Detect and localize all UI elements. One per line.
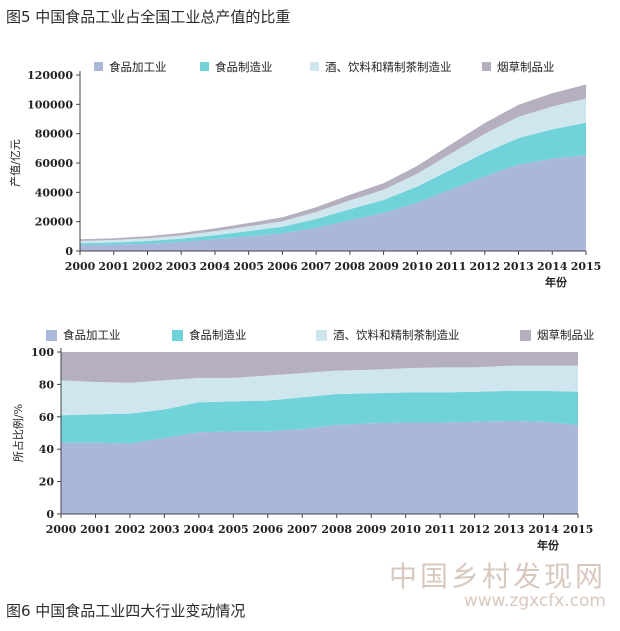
- y-tick-label: 40: [39, 443, 55, 456]
- x-tick-label: 2015: [563, 523, 594, 536]
- x-tick-label: 2013: [494, 523, 525, 536]
- y-tick-label: 100: [31, 346, 54, 359]
- legend: 食品加工业 食品制造业 酒、饮料和精制茶制造业 烟草制品业: [94, 60, 555, 74]
- legend-label: 酒、饮料和精制茶制造业: [333, 328, 460, 342]
- x-tick-label: 2004: [200, 260, 231, 273]
- legend-swatch: [200, 62, 209, 71]
- area-series-2: [61, 390, 578, 444]
- x-tick-label: 2008: [321, 523, 352, 536]
- x-tick-label: 2005: [233, 260, 264, 273]
- legend-label: 食品制造业: [215, 60, 273, 74]
- legend-label: 酒、饮料和精制茶制造业: [325, 60, 452, 74]
- x-tick-label: 2015: [571, 260, 602, 273]
- y-tick-label: 20: [39, 476, 55, 489]
- x-tick-label: 2011: [425, 523, 456, 536]
- area-series-4: [61, 352, 578, 383]
- area-series-3: [80, 98, 586, 244]
- x-tick-label: 2003: [166, 260, 197, 273]
- x-tick-label: 2009: [356, 523, 387, 536]
- legend-swatch: [482, 62, 491, 71]
- y-tick-label: 0: [65, 245, 73, 258]
- legend-label: 食品加工业: [109, 60, 167, 74]
- x-tick-label: 2001: [98, 260, 129, 273]
- y-tick-label: 0: [46, 508, 54, 521]
- x-tick-label: 2008: [335, 260, 366, 273]
- x-tick-label: 2004: [184, 523, 215, 536]
- legend-swatch: [520, 330, 531, 341]
- share-percentage-chart: 食品加工业 食品制造业 酒、饮料和精制茶制造业 烟草制品业 0 20 40 60 80 100 20…: [0, 318, 620, 576]
- x-tick-label: 2014: [537, 260, 568, 273]
- watermark-url: www.zgxcfx.com: [463, 591, 606, 611]
- x-tick-label: 2010: [402, 260, 433, 273]
- legend-swatch: [316, 330, 327, 341]
- output-value-chart-svg: 食品加工业 食品制造业 酒、饮料和精制茶制造业 烟草制品业 0 20000 40000 600…: [8, 60, 602, 289]
- legend-swatch: [94, 62, 103, 71]
- x-tick-label: 2007: [301, 260, 332, 273]
- area-series-1: [80, 154, 586, 251]
- x-axis-title: 年份: [537, 538, 560, 552]
- x-tick-label: 2010: [390, 523, 421, 536]
- x-tick-label: 2012: [459, 523, 490, 536]
- legend-label: 烟草制品业: [497, 60, 555, 74]
- y-axis-title: 产值/亿元: [8, 139, 22, 187]
- legend-label: 食品加工业: [63, 328, 121, 342]
- watermark: 中国乡村发现网 www.zgxcfx.com: [389, 555, 606, 611]
- y-tick-label: 60000: [35, 157, 74, 170]
- legend-label: 食品制造业: [189, 328, 247, 342]
- y-tick-label: 80: [39, 378, 55, 391]
- chart-caption-top: 图5 中国食品工业占全国工业总产值的比重: [6, 8, 291, 26]
- x-tick-label: 2000: [46, 523, 77, 536]
- x-tick-label: 2006: [267, 260, 298, 273]
- area-series-2: [80, 122, 586, 246]
- y-tick-label: 20000: [35, 216, 74, 229]
- x-tick-label: 2000: [65, 260, 96, 273]
- x-tick-label: 2003: [149, 523, 180, 536]
- y-axis-title: 所占比例/%: [11, 404, 25, 462]
- legend-label: 烟草制品业: [537, 328, 595, 342]
- chart-caption-bottom: 图6 中国食品工业四大行业变动情况: [6, 602, 246, 620]
- x-tick-label: 2012: [469, 260, 500, 273]
- x-tick-label: 2007: [287, 523, 318, 536]
- x-axis-title: 年份: [545, 275, 568, 289]
- y-tick-label: 80000: [35, 128, 74, 141]
- legend: 食品加工业 食品制造业 酒、饮料和精制茶制造业 烟草制品业: [46, 328, 595, 342]
- x-tick-label: 2009: [368, 260, 399, 273]
- x-tick-label: 2005: [218, 523, 249, 536]
- legend-swatch: [46, 330, 57, 341]
- x-tick-label: 2013: [503, 260, 534, 273]
- x-tick-label: 2002: [132, 260, 163, 273]
- x-tick-label: 2006: [252, 523, 283, 536]
- x-tick-label: 2001: [80, 523, 111, 536]
- area-series-1: [61, 420, 578, 514]
- y-tick-label: 120000: [27, 69, 73, 82]
- y-tick-label: 100000: [27, 98, 73, 111]
- share-percentage-chart-svg: 食品加工业 食品制造业 酒、饮料和精制茶制造业 烟草制品业 0 20 40 60 80 100 20…: [11, 328, 595, 552]
- area-series-4: [80, 84, 586, 241]
- x-tick-label: 2014: [528, 523, 559, 536]
- y-tick-label: 40000: [35, 186, 74, 199]
- legend-swatch: [310, 62, 319, 71]
- output-value-chart: 食品加工业 食品制造业 酒、饮料和精制茶制造业 烟草制品业 0 20000 40000 600…: [0, 40, 620, 305]
- y-tick-label: 60: [39, 411, 55, 424]
- legend-swatch: [172, 330, 183, 341]
- area-series-3: [61, 365, 578, 416]
- watermark-text: 中国乡村发现网: [388, 560, 606, 593]
- x-tick-label: 2011: [436, 260, 467, 273]
- x-tick-label: 2002: [115, 523, 146, 536]
